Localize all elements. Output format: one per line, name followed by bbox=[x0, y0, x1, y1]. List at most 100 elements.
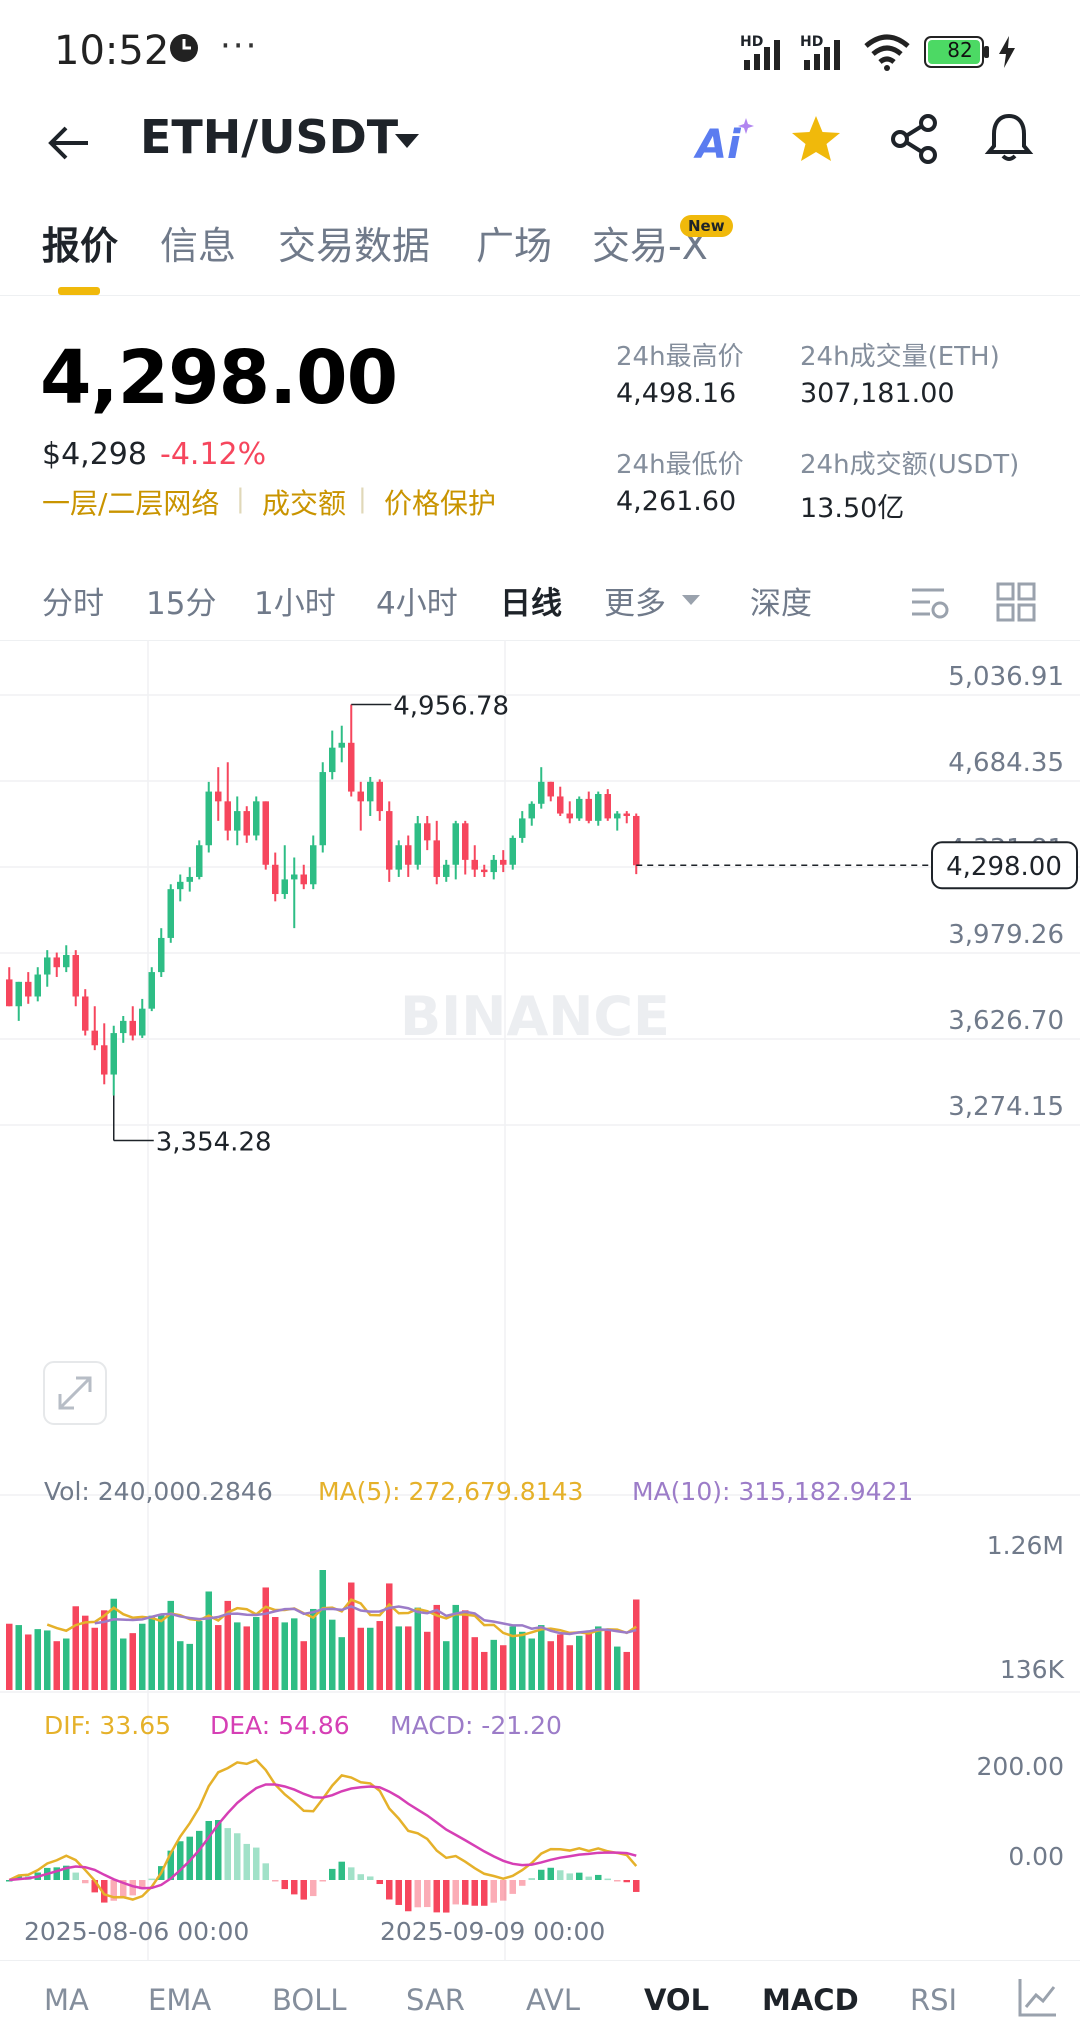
vol-label: Vol: 240,000.2846 bbox=[44, 1477, 273, 1506]
tab-info[interactable]: 信息 bbox=[160, 224, 237, 268]
macd-hist-bar bbox=[186, 1836, 193, 1880]
volume-bar bbox=[243, 1626, 250, 1690]
indicator-rsi[interactable]: RSI bbox=[910, 1983, 958, 2017]
indicator-ema[interactable]: EMA bbox=[148, 1983, 212, 2017]
link-turnover[interactable]: 成交额 bbox=[262, 487, 347, 520]
interval-4h[interactable]: 4小时 bbox=[376, 586, 458, 622]
volume-bar bbox=[528, 1638, 535, 1690]
candle-body bbox=[272, 864, 279, 895]
indicator-sar[interactable]: SAR bbox=[406, 1983, 465, 2017]
macd-hist-bar bbox=[338, 1861, 345, 1880]
volume-bar bbox=[253, 1617, 260, 1690]
macd-tick: 200.00 bbox=[977, 1752, 1064, 1781]
candle-body bbox=[367, 781, 374, 802]
candle-body bbox=[310, 845, 317, 885]
bell-icon[interactable] bbox=[984, 112, 1034, 168]
vol-ma10-label: MA(10): 315,182.9421 bbox=[632, 1477, 913, 1506]
interval-1d[interactable]: 日线 bbox=[500, 586, 562, 622]
candle-body bbox=[471, 859, 478, 870]
indicator-ma[interactable]: MA bbox=[44, 1983, 89, 2017]
candle-body bbox=[443, 864, 450, 877]
volume-bar bbox=[91, 1627, 98, 1690]
interval-15m[interactable]: 15分 bbox=[146, 586, 217, 622]
macd-hist-bar bbox=[471, 1880, 478, 1906]
macd-hist-bar bbox=[319, 1880, 326, 1882]
caret-down-icon[interactable] bbox=[392, 130, 422, 156]
macd-hist-bar bbox=[490, 1880, 497, 1903]
macd-label: MACD: -21.20 bbox=[390, 1711, 562, 1740]
macd-hist-bar bbox=[519, 1880, 526, 1886]
indicator-chart-icon[interactable] bbox=[1016, 1975, 1060, 2023]
macd-hist-bar bbox=[595, 1874, 602, 1880]
macd-hist-bar bbox=[281, 1880, 288, 1890]
tab-trading-data[interactable]: 交易数据 bbox=[278, 224, 431, 268]
macd-hist-bar bbox=[557, 1870, 564, 1880]
macd-hist-bar bbox=[614, 1880, 621, 1882]
macd-hist-bar bbox=[139, 1880, 146, 1890]
interval-1h[interactable]: 1小时 bbox=[254, 586, 336, 622]
indicator-macd[interactable]: MACD bbox=[762, 1983, 859, 2017]
interval-depth[interactable]: 深度 bbox=[750, 586, 812, 622]
volume-bar bbox=[110, 1598, 117, 1690]
macd-hist-bar bbox=[300, 1880, 307, 1900]
macd-hist-bar bbox=[566, 1873, 573, 1880]
candle-body bbox=[528, 803, 535, 819]
high-marker-label: 4,956.78 bbox=[393, 692, 509, 722]
volume-bar bbox=[443, 1641, 450, 1690]
candle-body bbox=[623, 813, 630, 816]
volume-bar bbox=[633, 1599, 640, 1690]
tab-quote[interactable]: 报价 bbox=[42, 224, 119, 268]
indicator-avl[interactable]: AVL bbox=[526, 1983, 580, 2017]
link-price-protection[interactable]: 价格保护 bbox=[384, 487, 497, 520]
sparkle-icon bbox=[738, 118, 754, 138]
indicator-boll[interactable]: BOLL bbox=[272, 1983, 347, 2017]
ai-assistant-icon[interactable]: Ai bbox=[696, 122, 741, 168]
volume-bar bbox=[585, 1630, 592, 1690]
more-caret-icon[interactable] bbox=[680, 592, 702, 612]
indicator-vol[interactable]: VOL bbox=[644, 1983, 710, 2017]
volume-bar bbox=[82, 1615, 89, 1690]
pair-title[interactable]: ETH/USDT bbox=[140, 110, 399, 164]
macd-hist-bar bbox=[424, 1880, 431, 1908]
candle-body bbox=[376, 781, 383, 812]
macd-pane: DIF: 33.65 DEA: 54.86 MACD: -21.20 200.00 0.… bbox=[0, 1691, 1080, 1913]
candle-body bbox=[82, 996, 89, 1031]
chart-settings-icon[interactable] bbox=[908, 580, 952, 628]
macd-hist-bar bbox=[82, 1880, 89, 1884]
volume-bar bbox=[148, 1615, 155, 1690]
macd-hist-bar bbox=[291, 1880, 298, 1895]
macd-hist-bar bbox=[196, 1830, 203, 1880]
more-notifications-icon: ··· bbox=[220, 26, 259, 66]
charging-icon bbox=[996, 34, 1018, 74]
low-marker-label: 3,354.28 bbox=[156, 1128, 272, 1158]
candle-body bbox=[633, 815, 640, 866]
stat-value-low: 4,261.60 bbox=[616, 486, 737, 517]
volume-bar bbox=[424, 1631, 431, 1690]
macd-hist-bar bbox=[6, 1880, 13, 1882]
current-price-box bbox=[931, 841, 1078, 890]
tab-square[interactable]: 广场 bbox=[476, 224, 553, 268]
candle-body bbox=[500, 859, 507, 865]
share-icon[interactable] bbox=[888, 114, 940, 168]
candle-body bbox=[509, 837, 516, 865]
link-network[interactable]: 一层/二层网络 bbox=[42, 487, 220, 520]
candle-body bbox=[386, 811, 393, 870]
layout-grid-icon[interactable] bbox=[994, 580, 1038, 628]
macd-hist-bar bbox=[633, 1880, 640, 1892]
volume-bar bbox=[509, 1626, 516, 1690]
macd-hist-bar bbox=[462, 1880, 469, 1905]
candle-body bbox=[158, 937, 165, 973]
signal-icon-2 bbox=[800, 36, 850, 76]
price-tick-label: 3,274.15 bbox=[948, 1092, 1064, 1122]
candle-body bbox=[148, 972, 155, 1009]
kline-chart[interactable]: BINANCE 5,036.914,684.354,331.813,979.26… bbox=[0, 640, 1080, 1960]
interval-more[interactable]: 更多 bbox=[604, 586, 666, 622]
candle-body bbox=[547, 781, 554, 797]
volume-bar bbox=[25, 1634, 32, 1690]
macd-hist-bar bbox=[329, 1868, 336, 1880]
favorite-star-icon[interactable] bbox=[790, 114, 842, 168]
volume-bar bbox=[291, 1618, 298, 1690]
back-arrow-icon[interactable] bbox=[44, 120, 94, 170]
volume-bar bbox=[177, 1641, 184, 1690]
interval-time[interactable]: 分时 bbox=[42, 586, 104, 622]
